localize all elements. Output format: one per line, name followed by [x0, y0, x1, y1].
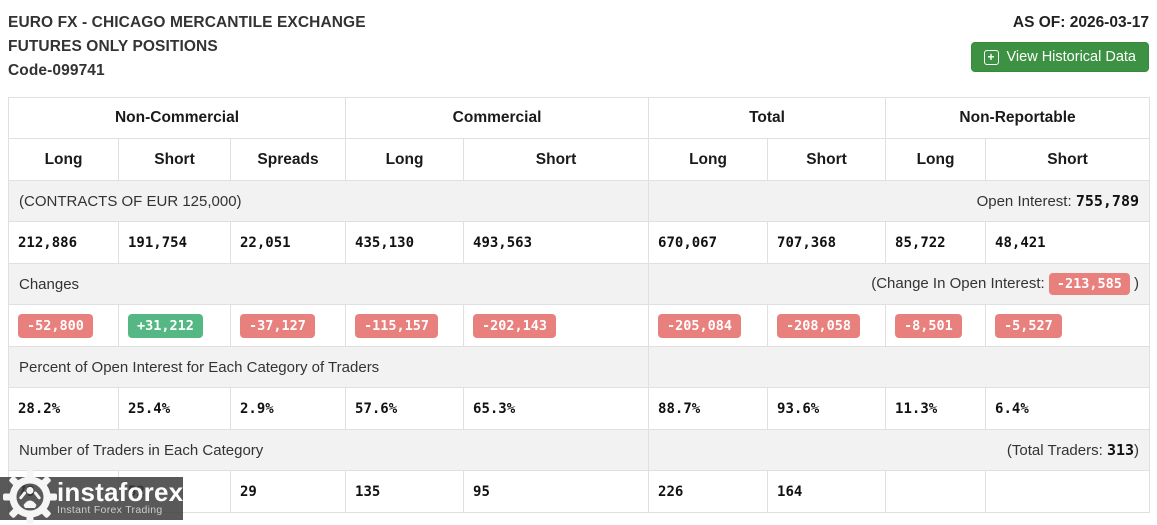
column-header: Spreads	[229, 138, 347, 181]
position-cell: 670,067	[648, 221, 769, 264]
traders-cell: 226	[648, 470, 769, 513]
column-header: Short	[118, 138, 231, 181]
column-header: Short	[985, 138, 1151, 181]
page-title: EURO FX - CHICAGO MERCANTILE EXCHANGE	[8, 14, 366, 31]
change-in-oi-suffix: )	[1134, 275, 1140, 292]
position-cell: 435,130	[345, 221, 465, 264]
change-badge: +31,212	[128, 313, 203, 338]
position-cell: 85,722	[885, 221, 987, 264]
traders-cell: 164	[767, 470, 887, 513]
change-cell: +31,212	[118, 304, 231, 347]
total-traders-cell: (Total Traders: 313)	[648, 429, 1151, 471]
percent-cell: 93.6%	[767, 387, 887, 430]
top-bar: EURO FX - CHICAGO MERCANTILE EXCHANGE FU…	[8, 0, 1149, 83]
change-cell: -115,157	[345, 304, 465, 347]
open-interest-cell: Open Interest: 755,789	[648, 180, 1151, 222]
change-in-open-interest-cell: (Change In Open Interest: -213,585 )	[648, 263, 1151, 305]
change-badge: -5,527	[995, 313, 1062, 338]
column-header: Short	[767, 138, 887, 181]
change-in-oi-label: (Change In Open Interest:	[871, 275, 1045, 292]
percent-cell: 6.4%	[985, 387, 1151, 430]
position-cell: 48,421	[985, 221, 1151, 264]
view-historical-data-button[interactable]: + View Historical Data	[970, 42, 1149, 72]
column-header: Long	[885, 138, 987, 181]
percent-row: 28.2% 25.4% 2.9% 57.6% 65.3% 88.7% 93.6%…	[8, 387, 1151, 430]
change-cell: -37,127	[229, 304, 347, 347]
change-badge: -205,084	[658, 313, 742, 338]
traders-cell	[985, 470, 1151, 513]
percent-cell: 25.4%	[118, 387, 231, 430]
change-badge: -202,143	[473, 313, 557, 338]
column-header: Short	[463, 138, 650, 181]
column-header-row: Long Short Spreads Long Short Long Short…	[8, 138, 1151, 181]
position-cell: 191,754	[118, 221, 231, 264]
total-traders-label: (Total Traders:	[1006, 442, 1103, 459]
traders-label: Number of Traders in Each Category	[7, 429, 650, 471]
change-cell: -8,501	[885, 304, 987, 347]
change-badge: -37,127	[240, 313, 315, 338]
instaforex-tagline: Instant Forex Trading	[57, 504, 163, 516]
percent-cell: 57.6%	[345, 387, 465, 430]
percent-cell: 11.3%	[885, 387, 987, 430]
cot-report-page: EURO FX - CHICAGO MERCANTILE EXCHANGE FU…	[7, 0, 1151, 513]
percent-cell: 65.3%	[463, 387, 650, 430]
group-header-total: Total	[648, 97, 887, 139]
instaforex-gear-icon	[3, 470, 57, 524]
changes-label: Changes	[7, 263, 650, 305]
traders-label-row: Number of Traders in Each Category (Tota…	[7, 429, 1151, 471]
contracts-label: (CONTRACTS OF EUR 125,000)	[7, 180, 650, 222]
change-cell: -208,058	[767, 304, 887, 347]
contracts-label-row: (CONTRACTS OF EUR 125,000) Open Interest…	[7, 180, 1151, 222]
change-badge: -52,800	[18, 313, 93, 338]
change-badge: -8,501	[895, 313, 962, 338]
instaforex-watermark: instaforex Instant Forex Trading	[0, 470, 184, 524]
view-historical-data-label: View Historical Data	[1006, 49, 1136, 65]
positions-row: 212,886 191,754 22,051 435,130 493,563 6…	[8, 221, 1151, 264]
column-header: Long	[8, 138, 119, 181]
report-code: Code-099741	[8, 62, 105, 79]
total-traders-suffix: )	[1134, 442, 1140, 459]
group-header-commercial: Commercial	[345, 97, 650, 139]
change-cell: -202,143	[463, 304, 650, 347]
position-cell: 493,563	[463, 221, 650, 264]
traders-cell: 95	[463, 470, 650, 513]
instaforex-brand: instaforex	[57, 477, 184, 507]
change-cell: -205,084	[648, 304, 769, 347]
change-cell: -5,527	[985, 304, 1151, 347]
cot-table: Non-Commercial Commercial Total Non-Repo…	[7, 97, 1151, 513]
as-of-date: AS OF: 2026-03-17	[1012, 14, 1149, 31]
change-badge: -115,157	[355, 313, 439, 338]
page-subtitle: FUTURES ONLY POSITIONS	[8, 38, 218, 55]
group-header-non-commercial: Non-Commercial	[7, 97, 347, 139]
percent-cell: 28.2%	[8, 387, 119, 430]
change-in-oi-badge: -213,585	[1048, 273, 1130, 295]
report-titles: EURO FX - CHICAGO MERCANTILE EXCHANGE FU…	[8, 11, 366, 83]
change-cell: -52,800	[8, 304, 119, 347]
total-traders-value: 313	[1106, 441, 1135, 459]
position-cell: 212,886	[8, 221, 119, 264]
percent-label: Percent of Open Interest for Each Catego…	[7, 346, 650, 388]
percent-cell: 88.7%	[648, 387, 769, 430]
traders-cell	[885, 470, 987, 513]
traders-cell: 135	[345, 470, 465, 513]
change-badge: -208,058	[777, 313, 861, 338]
traders-cell: 29	[229, 470, 347, 513]
column-header: Long	[345, 138, 465, 181]
top-right-area: AS OF: 2026-03-17 + View Historical Data	[970, 11, 1149, 72]
percent-label-row: Percent of Open Interest for Each Catego…	[7, 346, 1151, 388]
open-interest-label: Open Interest:	[976, 193, 1072, 210]
percent-label-spacer	[648, 346, 1151, 388]
traders-row: 79 52 29 135 95 226 164	[8, 470, 1151, 513]
position-cell: 22,051	[229, 221, 347, 264]
column-header: Long	[648, 138, 769, 181]
changes-row: -52,800 +31,212 -37,127 -115,157 -202,14…	[8, 304, 1151, 347]
open-interest-value: 755,789	[1075, 192, 1140, 210]
changes-label-row: Changes (Change In Open Interest: -213,5…	[7, 263, 1151, 305]
group-header-row: Non-Commercial Commercial Total Non-Repo…	[7, 97, 1151, 139]
position-cell: 707,368	[767, 221, 887, 264]
plus-square-icon: +	[983, 49, 999, 65]
percent-cell: 2.9%	[229, 387, 347, 430]
watermark-text: instaforex Instant Forex Trading	[57, 477, 184, 516]
group-header-non-reportable: Non-Reportable	[885, 97, 1151, 139]
